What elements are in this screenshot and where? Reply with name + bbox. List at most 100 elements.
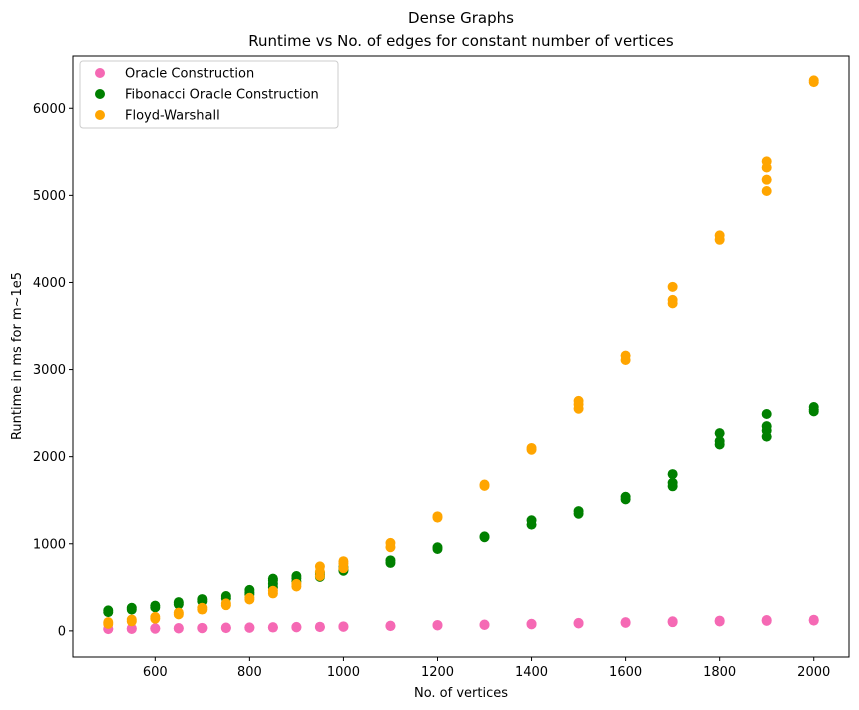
data-point — [338, 556, 349, 567]
y-tick-label: 2000 — [33, 450, 66, 465]
data-point — [291, 578, 302, 589]
data-point — [667, 616, 678, 627]
data-point — [173, 622, 184, 633]
data-point — [714, 428, 725, 439]
data-point — [197, 594, 208, 605]
data-point — [479, 479, 490, 490]
data-point — [620, 617, 631, 628]
x-tick-label: 2000 — [797, 665, 830, 680]
y-tick-label: 5000 — [33, 189, 66, 204]
data-point — [761, 156, 772, 167]
legend-label: Oracle Construction — [125, 67, 254, 82]
data-point — [267, 573, 278, 584]
data-point — [244, 592, 255, 603]
data-point — [103, 605, 114, 616]
legend-label: Floyd-Warshall — [125, 109, 220, 124]
chart-subtitle: Runtime vs No. of edges for constant num… — [248, 32, 674, 50]
y-axis-label: Runtime in ms for m~1e5 — [10, 272, 25, 440]
y-tick-label: 6000 — [33, 102, 66, 117]
data-point — [267, 585, 278, 596]
data-point — [126, 623, 137, 634]
data-point — [714, 435, 725, 446]
x-axis: 600 800 1000 1200 1400 1600 1800 2000 — [143, 657, 830, 680]
data-point — [714, 615, 725, 626]
data-point — [150, 623, 161, 634]
x-tick-label: 800 — [237, 665, 262, 680]
data-point — [432, 619, 443, 630]
data-point — [338, 621, 349, 632]
data-point — [808, 402, 819, 413]
data-point — [761, 614, 772, 625]
data-point — [432, 511, 443, 522]
data-point — [220, 598, 231, 609]
series-1 — [103, 402, 819, 618]
x-tick-label: 1600 — [609, 665, 642, 680]
data-point — [526, 618, 537, 629]
x-tick-label: 1400 — [515, 665, 548, 680]
points-layer — [103, 75, 819, 635]
data-point — [808, 75, 819, 86]
data-point — [126, 602, 137, 613]
legend-marker — [95, 110, 105, 120]
data-point — [573, 506, 584, 517]
data-point — [573, 617, 584, 628]
data-point — [714, 230, 725, 241]
x-axis-label: No. of vertices — [414, 686, 508, 701]
data-point — [220, 622, 231, 633]
data-point — [667, 469, 678, 480]
data-point — [291, 621, 302, 632]
data-point — [314, 561, 325, 572]
data-point — [667, 294, 678, 305]
data-point — [526, 515, 537, 526]
legend-label: Fibonacci Oracle Construction — [125, 88, 319, 103]
data-point — [173, 597, 184, 608]
series-2 — [103, 75, 819, 629]
data-point — [150, 600, 161, 611]
data-point — [385, 537, 396, 548]
data-point — [667, 477, 678, 488]
data-point — [620, 491, 631, 502]
data-point — [385, 555, 396, 566]
x-tick-label: 1200 — [421, 665, 454, 680]
legend-marker — [95, 89, 105, 99]
y-tick-label: 3000 — [33, 363, 66, 378]
data-point — [761, 408, 772, 419]
data-point — [150, 611, 161, 622]
data-point — [808, 614, 819, 625]
x-tick-label: 1000 — [327, 665, 360, 680]
data-point — [479, 619, 490, 630]
y-tick-label: 1000 — [33, 537, 66, 552]
data-point — [314, 621, 325, 632]
y-tick-label: 0 — [58, 624, 66, 639]
data-point — [620, 350, 631, 361]
data-point — [526, 442, 537, 453]
data-point — [103, 617, 114, 628]
data-point — [291, 570, 302, 581]
data-point — [385, 620, 396, 631]
data-point — [267, 622, 278, 633]
legend: Oracle Construction Fibonacci Oracle Cons… — [79, 60, 339, 129]
series-0 — [103, 614, 819, 635]
legend-box — [79, 60, 339, 129]
data-point — [761, 421, 772, 432]
data-point — [126, 614, 137, 625]
x-tick-label: 600 — [143, 665, 168, 680]
plot-area — [72, 55, 850, 658]
data-point — [197, 622, 208, 633]
data-point — [479, 531, 490, 542]
data-point — [244, 584, 255, 595]
data-point — [220, 591, 231, 602]
data-point — [667, 281, 678, 292]
y-axis: 0 1000 2000 3000 4000 5000 6000 — [33, 102, 73, 639]
legend-marker — [95, 68, 105, 78]
data-point — [761, 174, 772, 185]
chart-title: Dense Graphs — [408, 9, 514, 27]
data-point — [573, 395, 584, 406]
data-point — [197, 602, 208, 613]
x-tick-label: 1800 — [703, 665, 736, 680]
data-point — [173, 607, 184, 618]
y-tick-label: 4000 — [33, 276, 66, 291]
data-point — [432, 542, 443, 553]
data-point — [244, 622, 255, 633]
